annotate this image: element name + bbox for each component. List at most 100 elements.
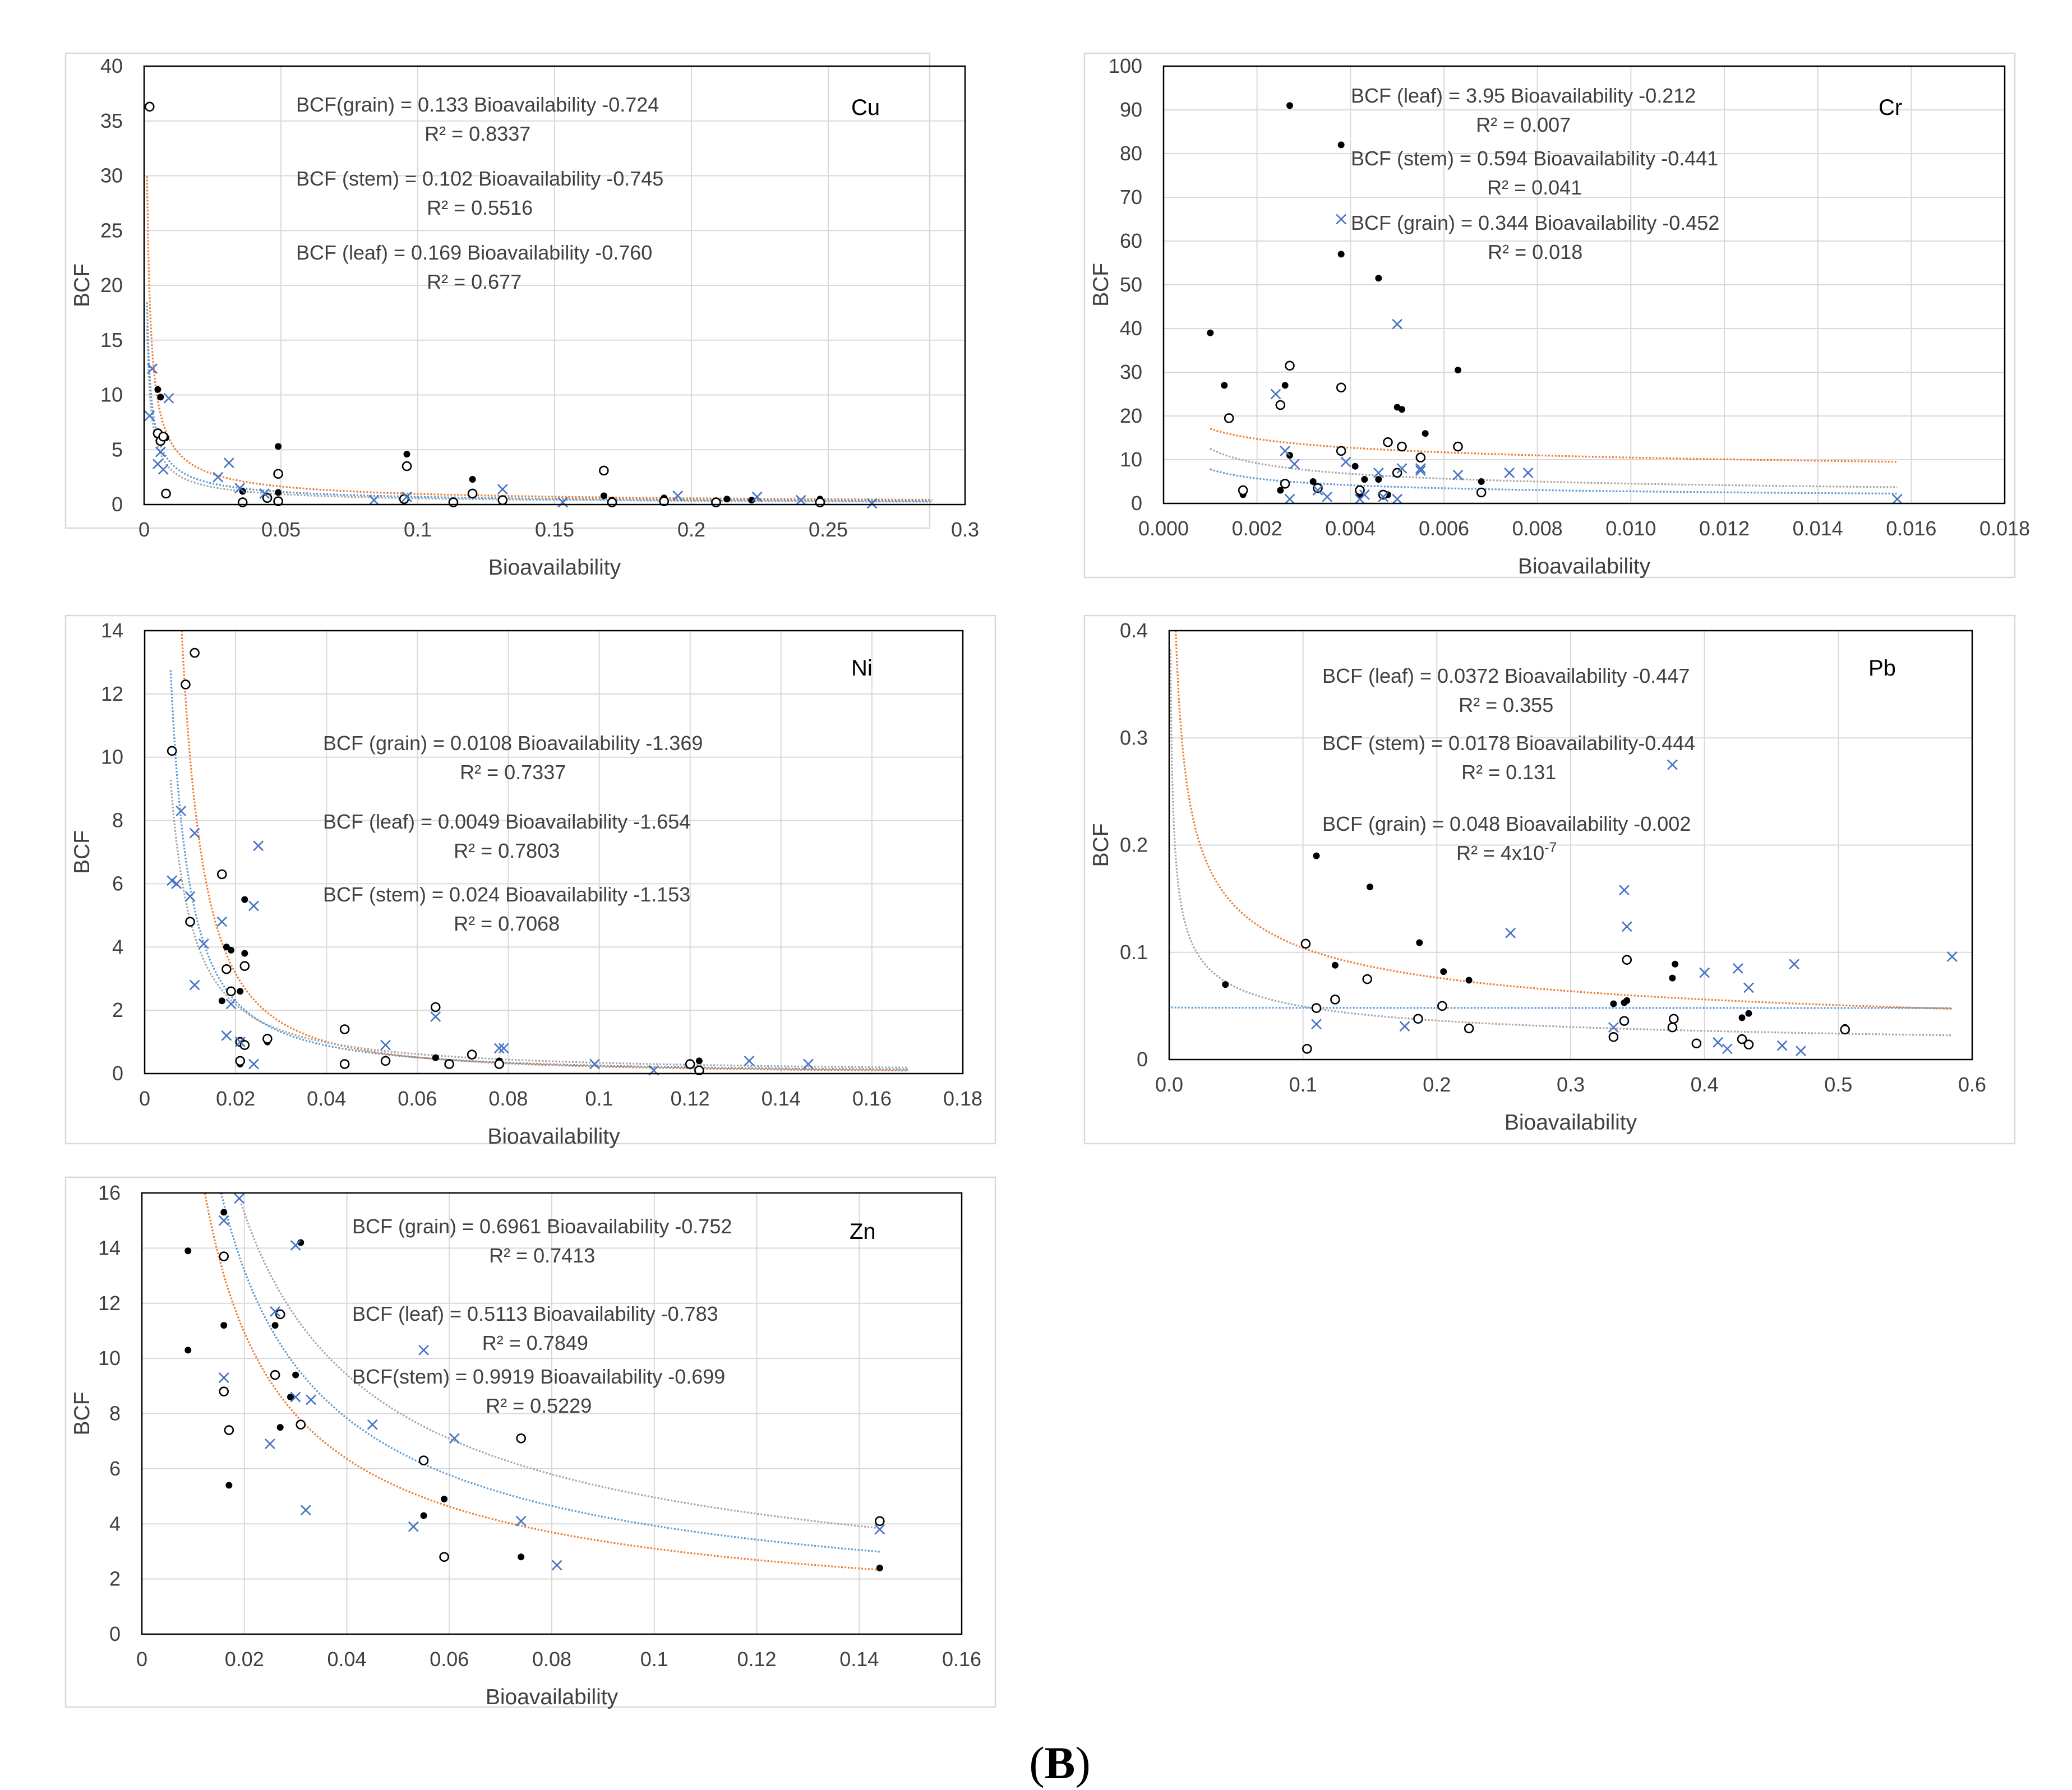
data-point-grain (1284, 493, 1295, 505)
data-point-grain (1396, 463, 1408, 474)
plot-area (1162, 65, 2006, 505)
data-point-leaf (441, 1495, 448, 1502)
r-squared-exponent: -7 (1544, 840, 1557, 855)
data-point-grain (368, 494, 380, 506)
data-point-stem (497, 495, 508, 505)
data-point-stem (418, 1455, 429, 1465)
data-point-grain (498, 1043, 509, 1054)
chart-frame (64, 1176, 996, 1708)
series-stem (1224, 360, 1487, 500)
data-point-stem (875, 1516, 885, 1527)
data-point-grain (430, 1011, 441, 1022)
trendline-leaf (204, 1193, 880, 1571)
data-point-stem (216, 869, 227, 880)
data-point-leaf (1455, 367, 1461, 374)
data-point-stem (1668, 1014, 1679, 1024)
data-point-leaf (748, 497, 755, 504)
data-point-stem (599, 465, 609, 476)
y-tick-label: 35 (100, 109, 123, 132)
r-squared-value: R² = 0.7337 (460, 761, 566, 784)
data-point-stem (711, 497, 721, 507)
data-point-leaf (1610, 1000, 1617, 1007)
trendline-stem (1209, 447, 1898, 488)
y-tick-label: 0.1 (1120, 941, 1148, 964)
data-point-stem (1302, 1044, 1312, 1054)
data-point-stem (444, 1059, 454, 1069)
data-point-grain (1289, 459, 1300, 470)
r-squared: R² = 0.5516 (427, 196, 533, 219)
y-axis-label: BCF (1089, 824, 1113, 867)
data-point-grain (1608, 1022, 1619, 1033)
y-tick-label: 0.2 (1120, 834, 1148, 857)
chart-title: Cu (851, 95, 880, 120)
data-point-stem (1622, 955, 1632, 965)
data-point-grain (290, 1391, 301, 1403)
data-point-leaf (1331, 961, 1339, 969)
y-tick-label: 60 (1120, 229, 1142, 252)
r-squared-value: R² = 0.041 (1487, 176, 1582, 199)
r-squared: R² = 0.7849 (482, 1331, 588, 1354)
data-point-stem (1840, 1024, 1851, 1035)
x-tick-label: 0.002 (1232, 517, 1282, 540)
r-squared: R² = 0.041 (1487, 176, 1582, 199)
data-point-stem (1330, 995, 1340, 1005)
y-tick-label: 0 (1137, 1048, 1148, 1071)
series-grain (218, 1193, 885, 1571)
data-point-grain (1378, 491, 1389, 502)
data-point-grain (1392, 318, 1403, 330)
x-tick-label: 0.06 (430, 1648, 469, 1671)
data-point-leaf (184, 1347, 192, 1354)
data-point-grain (497, 484, 508, 495)
data-point-grain (1621, 921, 1632, 932)
r-squared-value: R² = 0.355 (1459, 693, 1553, 716)
data-point-leaf (1367, 884, 1373, 891)
data-point-stem (685, 1059, 695, 1069)
data-point-stem (219, 1386, 229, 1396)
chart-frame (64, 614, 996, 1145)
data-point-leaf (271, 1322, 279, 1329)
data-point-grain (248, 900, 259, 912)
data-point-grain (551, 1560, 562, 1571)
y-tick-label: 0 (109, 1622, 121, 1645)
data-point-stem (1608, 1032, 1619, 1042)
data-point-grain (189, 827, 200, 839)
data-point-stem (224, 1425, 234, 1435)
trendline-equation: BCF (leaf) = 0.169 Bioavailability -0.76… (296, 241, 652, 264)
x-axis-label: Bioavailability (486, 1685, 619, 1709)
y-tick-label: 12 (98, 1292, 121, 1315)
data-point-stem (1313, 483, 1323, 493)
data-point-leaf (403, 451, 410, 458)
data-point-grain (270, 1306, 280, 1317)
data-point-stem (402, 461, 412, 471)
data-point-leaf (275, 443, 282, 450)
x-tick-label: 0 (139, 518, 150, 541)
data-point-grain (216, 916, 228, 927)
data-point-grain (1336, 214, 1347, 225)
series-stem (1300, 938, 1851, 1054)
data-point-grain (866, 498, 878, 509)
x-tick-label: 0.1 (404, 518, 432, 541)
x-tick-label: 0.25 (809, 518, 848, 541)
r-squared: R² = 0.007 (1476, 113, 1571, 136)
x-tick-label: 0.08 (532, 1648, 571, 1671)
x-tick-label: 0.18 (943, 1087, 982, 1110)
data-point-grain (802, 1058, 814, 1070)
data-point-grain (1699, 967, 1710, 978)
y-tick-label: 10 (101, 746, 123, 769)
data-point-leaf (1277, 487, 1284, 494)
series-leaf (184, 1209, 883, 1571)
data-point-stem (1476, 487, 1487, 498)
x-tick-label: 0.0 (1155, 1073, 1183, 1096)
trendline-grain (169, 670, 908, 1071)
data-point-stem (185, 917, 195, 927)
trendline-stem (169, 780, 908, 1069)
x-tick-label: 0.010 (1605, 517, 1656, 540)
data-point-leaf (432, 1054, 439, 1061)
x-tick-label: 0.5 (1824, 1073, 1852, 1096)
x-tick-label: 0.014 (1793, 517, 1843, 540)
data-point-grain (1732, 963, 1743, 974)
trendline-equation: BCF (stem) = 0.102 Bioavailability -0.74… (296, 167, 663, 190)
x-tick-label: 0.12 (737, 1648, 776, 1671)
series-grain (1270, 214, 1903, 505)
